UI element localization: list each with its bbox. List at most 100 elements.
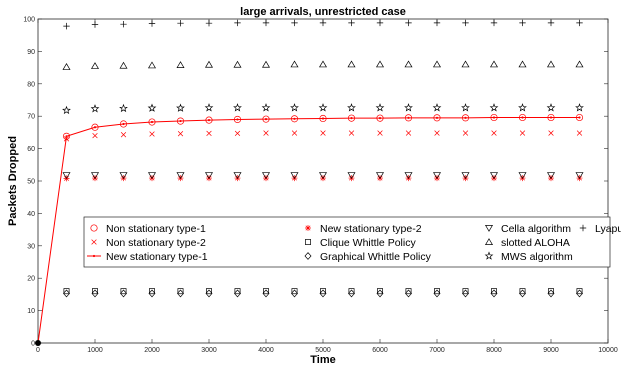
series-cella-algorithm-point xyxy=(461,172,470,180)
series-cella-algorithm-point xyxy=(546,172,556,180)
series-graphical-whittle-policy-point xyxy=(376,289,384,298)
series-new-stationary-type-1-point xyxy=(150,120,154,124)
series-cella-algorithm-point xyxy=(404,172,413,180)
series-non-stationary-type-2-point xyxy=(263,130,269,136)
series-clique-whittle-policy-point xyxy=(519,288,526,295)
series-cella-algorithm-point xyxy=(318,172,328,180)
series-mws-algorithm-point xyxy=(204,103,214,112)
legend-item-non-stationary-type-1: Non stationary type-1 xyxy=(90,223,206,235)
series-new-stationary-type-1-point xyxy=(293,117,296,120)
legend-label: New stationary type-2 xyxy=(320,223,422,235)
series-clique-whittle-policy-point xyxy=(462,288,469,295)
x-tick-label: 4000 xyxy=(258,347,274,354)
series-new-stationary-type-1-point xyxy=(65,135,68,138)
legend-label: Non stationary type-2 xyxy=(106,237,206,249)
series-slotted-aloha-point xyxy=(119,61,128,69)
series-mws-algorithm-point xyxy=(290,103,299,112)
series-lyapunov-drift-algorithm-point xyxy=(177,20,184,27)
series-clique-whittle-policy-point xyxy=(120,288,127,295)
series-mws-algorithm-point xyxy=(575,103,584,112)
series-slotted-aloha-point xyxy=(575,60,584,68)
series-new-stationary-type-1-point xyxy=(207,118,211,122)
series-clique-whittle-policy-point xyxy=(548,288,554,295)
series-non-stationary-type-2-point xyxy=(348,130,355,136)
y-tick-label: 20 xyxy=(27,276,35,283)
series-slotted-aloha-point xyxy=(518,60,527,68)
legend-marker xyxy=(92,254,96,258)
y-tick-label: 30 xyxy=(27,243,35,250)
legend-item-cella-algorithm: Cella algorithm xyxy=(484,223,571,235)
series-mws-algorithm-point xyxy=(119,103,128,113)
series-graphical-whittle-policy-point xyxy=(177,289,184,298)
y-tick-label: 90 xyxy=(27,49,35,56)
legend-marker xyxy=(305,225,311,231)
series-mws-algorithm-point xyxy=(489,103,499,112)
x-tick-label: 3000 xyxy=(201,347,217,354)
y-tick-label: 10 xyxy=(27,308,35,315)
series-slotted-aloha-point xyxy=(261,60,271,68)
series-mws-algorithm-point xyxy=(90,104,100,113)
series-cella-algorithm-point xyxy=(204,172,214,180)
series-new-stationary-type-1-point xyxy=(321,117,325,120)
series-non-stationary-type-2-point xyxy=(120,132,127,138)
series-clique-whittle-policy-point xyxy=(92,288,98,295)
series-clique-whittle-policy-point xyxy=(491,288,497,295)
x-tick-label: 9000 xyxy=(543,347,559,354)
series-new-stationary-type-1-point xyxy=(464,116,467,119)
legend-marker xyxy=(484,225,494,232)
series-graphical-whittle-policy-point xyxy=(348,289,355,298)
series-lyapunov-drift-algorithm-point xyxy=(348,19,355,27)
series-non-stationary-type-2-point xyxy=(434,130,440,136)
series-slotted-aloha-point xyxy=(147,61,157,69)
series-cella-algorithm-point xyxy=(375,172,385,180)
series-mws-algorithm-point xyxy=(375,103,385,112)
series-graphical-whittle-policy-point xyxy=(205,289,213,298)
series-slotted-aloha-point xyxy=(489,60,499,68)
series-new-stationary-type-1-point xyxy=(578,116,581,119)
series-slotted-aloha-point xyxy=(347,60,356,68)
series-non-stationary-type-2-point xyxy=(206,130,212,137)
series-slotted-aloha-point xyxy=(204,60,214,68)
series-lyapunov-drift-algorithm-point xyxy=(234,19,241,27)
series-new-stationary-type-1-line xyxy=(37,117,580,344)
x-tick-label: 6000 xyxy=(372,347,388,354)
series-slotted-aloha-point xyxy=(461,60,470,68)
legend-label: Lyapunov drift algorithm xyxy=(595,223,621,235)
series-lyapunov-drift-algorithm-point xyxy=(490,19,498,27)
chart-title: large arrivals, unrestricted case xyxy=(240,6,406,18)
series-mws-algorithm-point xyxy=(347,103,356,112)
series-clique-whittle-policy-point xyxy=(263,288,269,295)
series-non-stationary-type-2-point xyxy=(234,130,241,137)
x-tick-label: 0 xyxy=(36,347,40,354)
series-new-stationary-type-1-point xyxy=(435,116,439,119)
series-non-stationary-type-2-point xyxy=(405,130,412,136)
legend-item-clique-whittle-policy: Clique Whittle Policy xyxy=(305,237,416,249)
series-slotted-aloha-point xyxy=(290,60,299,68)
series-new-stationary-type-1-point xyxy=(122,122,125,126)
legend-label: Non stationary type-1 xyxy=(106,223,206,235)
legend: Non stationary type-1 Non stationary type… xyxy=(83,216,621,268)
series-graphical-whittle-policy-point xyxy=(120,289,127,298)
legend-label: Graphical Whittle Policy xyxy=(320,251,432,263)
legend-item-mws-algorithm: MWS algorithm xyxy=(484,251,573,263)
y-tick-label: 40 xyxy=(27,211,35,218)
y-tick-label: 60 xyxy=(27,146,35,153)
series-cella-algorithm-point xyxy=(489,172,499,180)
legend-marker xyxy=(91,239,97,245)
series-lyapunov-drift-algorithm-point xyxy=(148,20,156,27)
series-graphical-whittle-policy-point xyxy=(462,289,469,298)
series-clique-whittle-policy-point xyxy=(434,288,440,295)
series-graphical-whittle-policy-point xyxy=(63,289,70,298)
series-cella-algorithm-point xyxy=(290,172,299,180)
legend-marker xyxy=(484,238,494,245)
series-lyapunov-drift-algorithm-point xyxy=(405,19,412,27)
series-mws-algorithm-point xyxy=(461,103,470,112)
series-new-stationary-type-1-point xyxy=(264,118,268,121)
series-slotted-aloha-point xyxy=(375,60,385,68)
series-cella-algorithm-point xyxy=(233,172,242,180)
series-non-stationary-type-2-point xyxy=(462,130,469,136)
x-tick-label: 8000 xyxy=(486,347,502,354)
legend-label: Cella algorithm xyxy=(501,223,571,235)
series-graphical-whittle-policy-point xyxy=(576,289,583,298)
